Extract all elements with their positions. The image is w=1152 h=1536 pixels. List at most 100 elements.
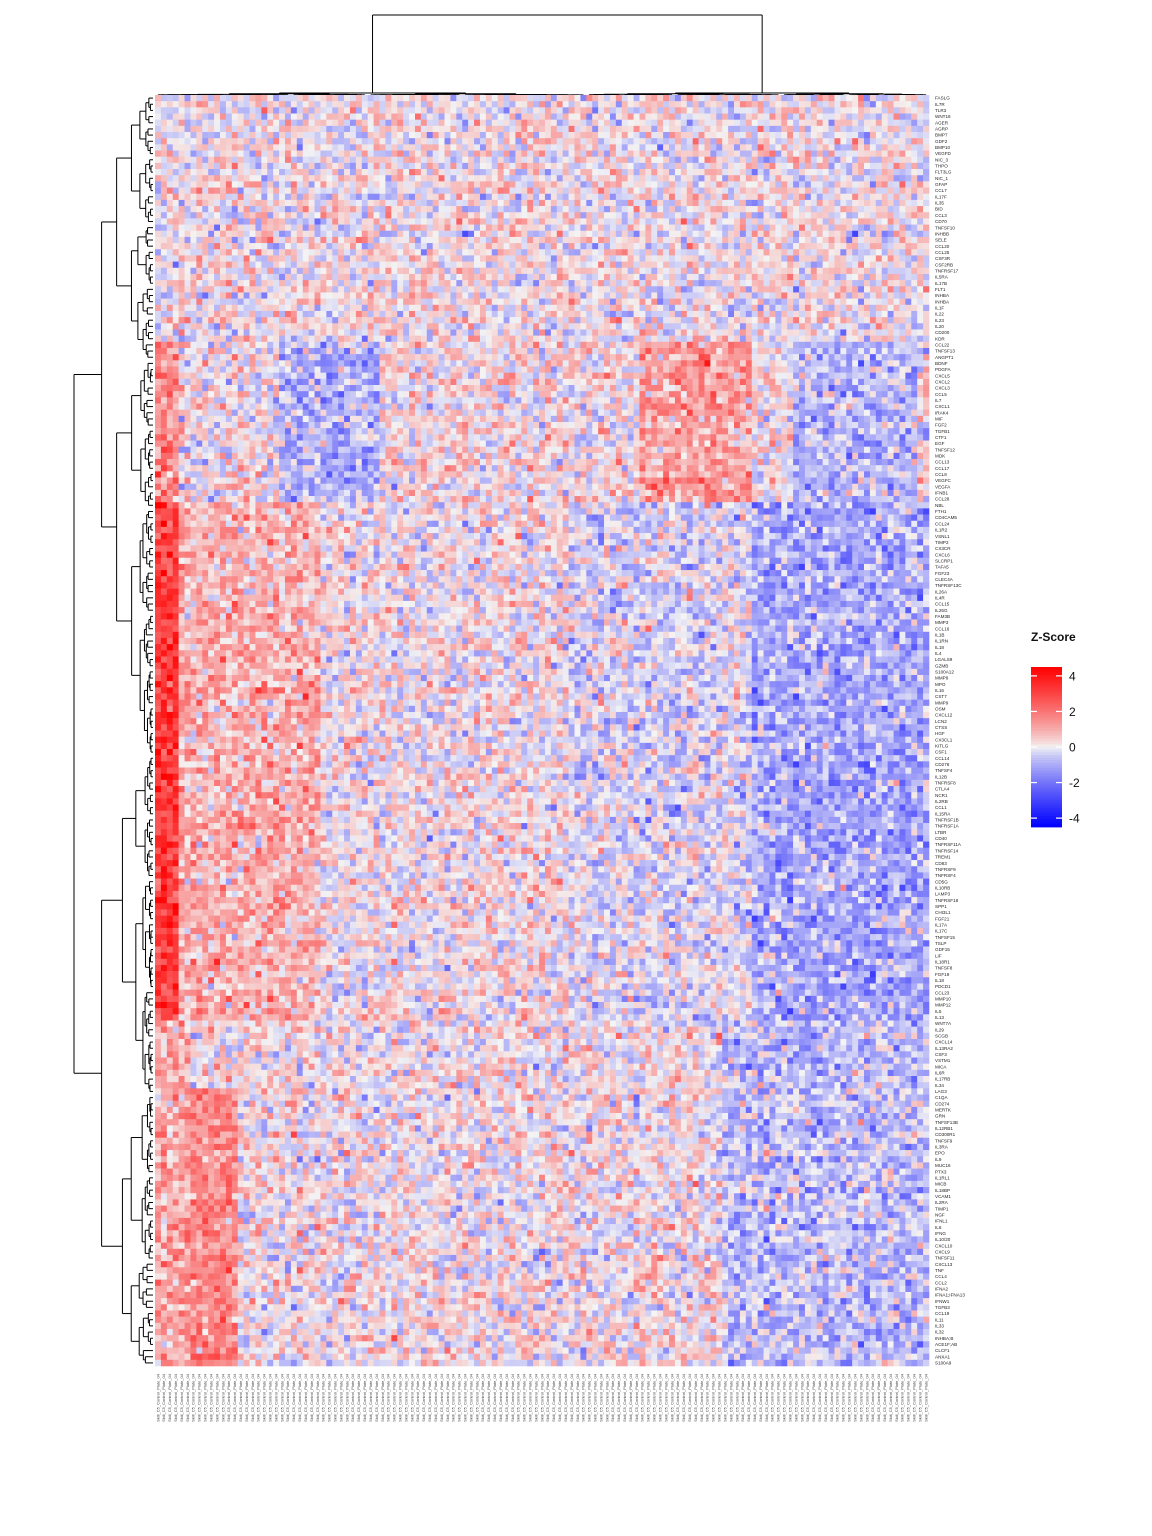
heatmap-cell: [219, 249, 227, 256]
heatmap-cell: [255, 249, 262, 256]
heatmap-cell: [680, 249, 688, 256]
heatmap-cell: [403, 119, 410, 127]
heatmap-cell: [568, 107, 575, 114]
heatmap-cell: [302, 162, 309, 170]
heatmap-cell: [391, 236, 398, 244]
heatmap-cell: [680, 199, 688, 207]
heatmap-cell: [338, 230, 345, 238]
heatmap-cell: [290, 236, 298, 244]
heatmap-cell: [196, 199, 203, 207]
heatmap-cell: [674, 230, 682, 238]
heatmap-cell: [219, 236, 227, 244]
heatmap-cell: [190, 125, 197, 133]
heatmap-cell: [745, 113, 753, 120]
heatmap-cell: [474, 113, 481, 120]
heatmap-cell: [846, 113, 853, 120]
heatmap-cell: [604, 175, 611, 182]
heatmap-cell: [609, 187, 617, 195]
heatmap-cell: [414, 236, 422, 244]
heatmap-cell: [716, 181, 723, 188]
heatmap-cell: [734, 125, 741, 133]
heatmap-cell: [391, 249, 398, 256]
heatmap-cell: [858, 212, 865, 219]
heatmap-cell: [539, 224, 546, 232]
heatmap-cell: [397, 206, 404, 213]
heatmap-cell: [320, 175, 327, 182]
heatmap-cell: [639, 156, 646, 164]
heatmap-cell: [639, 132, 646, 139]
heatmap-cell: [332, 218, 339, 225]
heatmap-cell: [562, 261, 569, 269]
heatmap-cell: [155, 267, 162, 275]
heatmap-cell: [355, 280, 363, 287]
heatmap-cell: [155, 95, 162, 102]
heatmap-cell: [462, 218, 469, 225]
heatmap-cell: [479, 113, 487, 120]
heatmap-cell: [196, 206, 203, 213]
heatmap-cell: [869, 175, 877, 182]
heatmap-cell: [775, 162, 782, 170]
heatmap-cell: [326, 206, 333, 213]
heatmap-cell: [166, 156, 174, 164]
heatmap-cell: [456, 249, 463, 256]
heatmap-cell: [704, 107, 711, 114]
heatmap-cell: [852, 125, 859, 133]
heatmap-cell: [893, 206, 900, 213]
heatmap-cell: [196, 280, 203, 287]
heatmap-cell: [586, 107, 593, 114]
heatmap-cell: [834, 169, 841, 176]
heatmap-cell: [568, 236, 575, 244]
heatmap-cell: [539, 267, 546, 275]
heatmap-cell: [479, 255, 487, 262]
heatmap-cell: [734, 230, 741, 238]
heatmap-cell: [757, 267, 764, 275]
heatmap-cell: [172, 255, 179, 262]
heatmap-cell: [799, 224, 806, 232]
heatmap-cell: [409, 230, 416, 238]
heatmap-cell: [326, 261, 333, 269]
heatmap-cell: [580, 261, 587, 269]
heatmap-cell: [840, 187, 847, 195]
heatmap-cell: [509, 199, 516, 207]
heatmap-cell: [172, 187, 179, 195]
heatmap-cell: [598, 236, 605, 244]
heatmap-cell: [426, 125, 433, 133]
heatmap-cell: [237, 181, 244, 188]
heatmap-cell: [846, 273, 853, 281]
heatmap-cell: [804, 132, 812, 139]
heatmap-cell: [722, 218, 729, 225]
heatmap-cell: [403, 113, 410, 120]
heatmap-cell: [657, 236, 664, 244]
heatmap-cell: [627, 267, 634, 275]
heatmap-cell: [580, 107, 587, 114]
heatmap-cell: [716, 243, 723, 250]
heatmap-cell: [722, 95, 729, 102]
heatmap-cell: [757, 187, 764, 195]
heatmap-cell: [822, 181, 829, 188]
heatmap-cell: [645, 181, 652, 188]
heatmap-cell: [539, 187, 546, 195]
heatmap-cell: [680, 236, 688, 244]
heatmap-cell: [533, 199, 540, 207]
heatmap-cell: [657, 107, 664, 114]
heatmap-cell: [846, 119, 853, 127]
heatmap-cell: [255, 181, 262, 188]
heatmap-cell: [320, 267, 327, 275]
heatmap-cell: [686, 212, 693, 219]
heatmap-cell: [426, 169, 433, 176]
heatmap-cell: [923, 261, 930, 269]
heatmap-cell: [745, 150, 753, 157]
heatmap-cell: [468, 162, 475, 170]
heatmap-cell: [367, 199, 374, 207]
heatmap-cell: [344, 230, 351, 238]
heatmap-cell: [290, 230, 298, 238]
heatmap-cell: [816, 119, 823, 127]
heatmap-cell: [509, 162, 516, 170]
heatmap-cell: [432, 107, 439, 114]
heatmap-cell: [775, 267, 782, 275]
heatmap-cell: [804, 193, 812, 201]
heatmap-cell: [592, 255, 599, 262]
heatmap-cell: [674, 249, 682, 256]
heatmap-cell: [734, 199, 741, 207]
